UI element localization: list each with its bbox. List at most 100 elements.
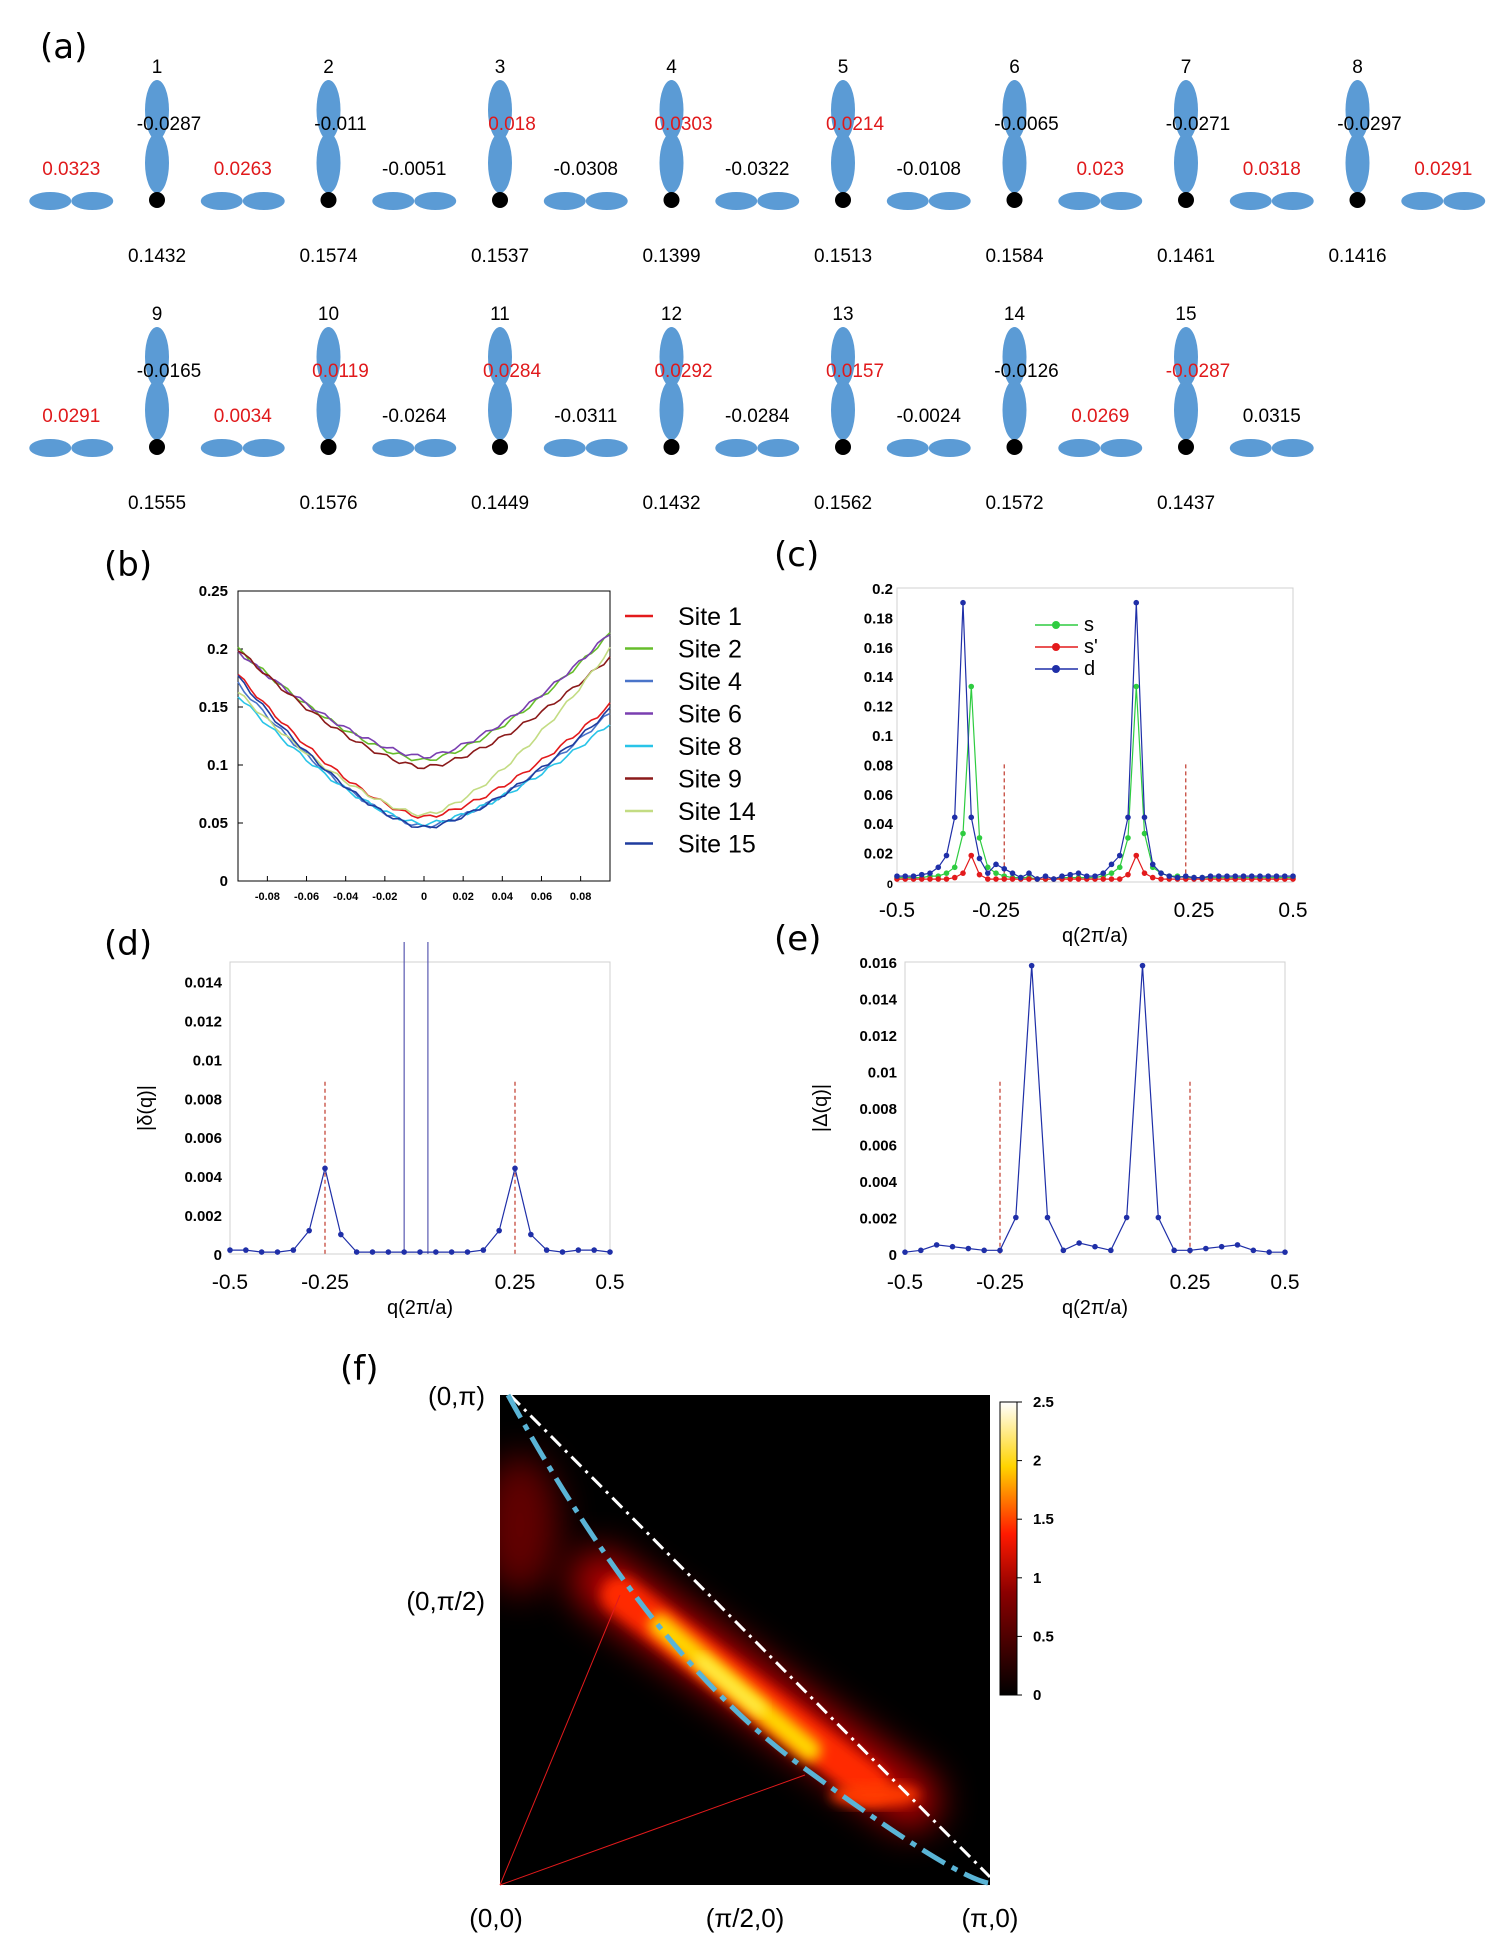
data-point [1155,1214,1162,1221]
onsite-value: 0.1572 [985,493,1043,514]
horizontal-orbital-pair: 0.0291 [29,406,114,457]
orbital-horizontal-right [242,192,285,210]
x-tick-label: -0.25 [976,1271,1024,1294]
data-point [496,1227,502,1234]
colorbar-tick-label: 0 [1033,1687,1041,1704]
onsite-value: 0.1432 [128,246,186,267]
data-point [274,1249,281,1255]
orbital-vertical-top [1002,80,1027,140]
orbital-vertical-bottom [1174,133,1198,193]
hopping-horizontal-value: 0.0269 [1071,406,1129,427]
legend-label: Site 9 [678,766,742,794]
data-point [1034,876,1041,882]
orbital-vertical-bottom [831,133,855,193]
x-tick-label: -0.08 [255,891,280,903]
x-tick-label: 0.5 [595,1271,624,1294]
x-tick-label: -0.5 [887,1271,923,1294]
orbital-horizontal-left [886,439,929,457]
orbital-horizontal-left [372,192,415,210]
legend-entry: s [1035,614,1094,636]
orbital-vertical-bottom [488,133,512,193]
data-point [949,1243,956,1250]
site-number: 8 [1352,57,1363,78]
orbital-vertical-top [145,327,169,387]
atom-dot [149,439,165,455]
data-point [1248,873,1255,879]
site-2: 2 -0.011 0.1574 [299,57,366,267]
orbital-vertical-bottom [316,380,341,440]
hopping-vertical-value: -0.0165 [137,361,201,382]
y-axis-title: |δ(q)| [135,1085,157,1131]
legend-label: Site 14 [678,798,756,826]
data-point [1232,873,1239,879]
data-point [290,1247,297,1253]
y-tick-label: 0.002 [859,1211,897,1228]
site-number: 14 [1004,304,1026,325]
data-point [918,876,925,882]
hopping-vertical-value: 0.018 [488,114,536,135]
orbital-vertical-top [831,327,855,387]
data-point [943,870,950,876]
site-7: 7 -0.0271 0.1461 [1157,57,1230,267]
legend-label: s' [1084,636,1098,658]
site-number: 13 [832,304,853,325]
data-point [1108,870,1115,876]
data-point [1001,876,1008,882]
orbital-vertical-bottom [145,380,169,440]
colorbar-tick-label: 1 [1033,1570,1041,1587]
data-point [968,683,975,690]
y-tick-label: 0.06 [864,787,893,804]
data-point [960,870,966,876]
horizontal-orbital-pair: -0.0322 [715,159,800,210]
horizontal-orbital-pair: 0.023 [1058,159,1143,210]
hopping-vertical-value: -0.0271 [1166,114,1230,135]
orbital-vertical-bottom [1345,133,1370,193]
x-axis-title: q(2π/a) [1062,1297,1128,1319]
orbital-vertical-top [488,327,512,387]
onsite-value: 0.1437 [1157,493,1215,514]
x-axis-title: q(2π/a) [387,1297,453,1319]
onsite-value: 0.1576 [299,493,357,514]
orbital-horizontal-right [1271,192,1314,210]
horizontal-orbital-pair: 0.0315 [1229,406,1314,457]
diagonal-dashdot-line [508,1393,992,1879]
data-point [1191,874,1197,881]
data-point [993,870,999,876]
orbital-vertical-top [1345,80,1370,140]
panel-b-chart: 0 0.05 0.1 0.15 0.2 0.25 -0.08 -0.06 -0.04 -0.02 0… [199,583,756,903]
data-point [1108,861,1115,868]
data-point [1116,864,1123,871]
y-tick-label: 0.04 [864,816,894,833]
x-tick-label: 0 [421,891,427,903]
orbital-horizontal-right [414,192,457,210]
y-tick-label: 0.14 [864,669,894,686]
atom-dot [320,192,337,208]
y-tick-label: 0.004 [184,1169,222,1186]
horizontal-orbital-pair: 0.0318 [1229,159,1314,210]
x-tick-label: 0.08 [570,891,591,903]
site-11: 11 0.0284 0.1449 [471,304,542,514]
orbital-vertical-bottom [1174,380,1198,440]
hopping-horizontal-value: 0.0291 [1414,159,1472,180]
orbital-horizontal-right [242,439,285,457]
x-tick-label: -0.25 [301,1271,349,1294]
horizontal-orbital-pair: 0.0269 [1058,406,1143,457]
hopping-horizontal-value: 0.0034 [214,406,273,427]
data-point [1273,873,1280,879]
orbital-horizontal-left [886,192,929,210]
data-point [1218,1243,1225,1250]
site-13: 13 0.0157 0.1562 [814,304,884,514]
hopping-horizontal-value: -0.0024 [897,406,962,427]
data-point [993,861,999,868]
data-point [1250,1247,1257,1254]
series-line-site-9 [237,650,611,770]
site-number: 2 [323,57,334,78]
data-point [1215,873,1222,879]
y-axis-label: (0,π/2) [406,1586,485,1616]
hopping-vertical-value: -0.0065 [994,114,1058,135]
hopping-vertical-value: -0.0297 [1337,114,1401,135]
data-point [910,873,917,879]
orbital-horizontal-right [1100,192,1143,210]
orbital-horizontal-right [757,439,800,457]
data-point [369,1249,376,1255]
